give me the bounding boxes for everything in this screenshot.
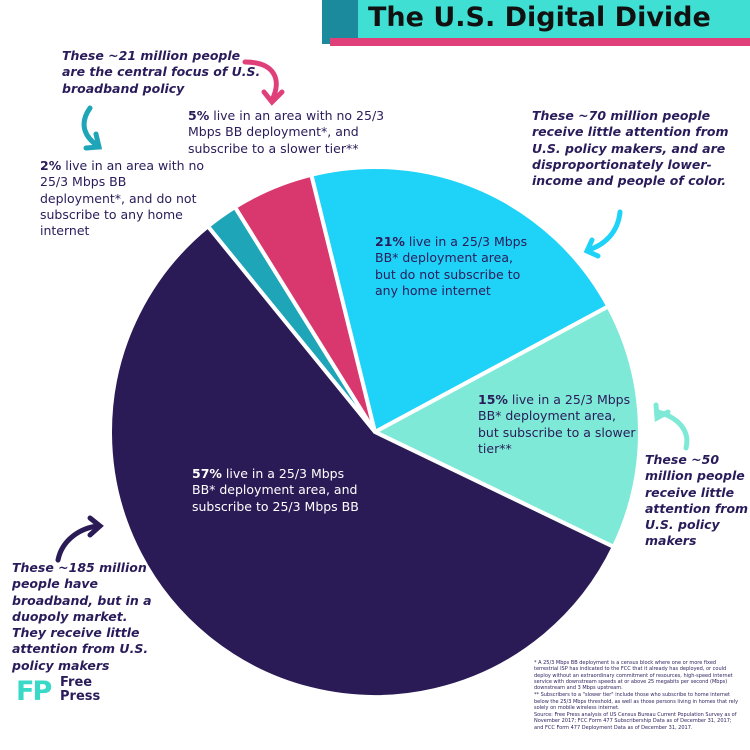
logo-line: Press bbox=[60, 689, 101, 705]
annotation: These ~21 million people are the central… bbox=[62, 48, 261, 96]
arrow-head bbox=[87, 515, 104, 538]
category-label: live in a 25/3 Mbps BB* deployment area,… bbox=[192, 466, 359, 514]
category-label: live in a 25/3 Mbps BB* deployment area,… bbox=[375, 234, 528, 298]
slice-label: 2% live in an area with no 25/3 Mbps BB … bbox=[40, 158, 212, 239]
category-label: live in an area with no 25/3 Mbps BB dep… bbox=[188, 108, 385, 156]
banner-accent bbox=[322, 0, 358, 44]
arrow bbox=[81, 105, 101, 149]
arrow bbox=[585, 209, 623, 253]
annotation: These ~70 million people receive little … bbox=[532, 108, 729, 188]
annotation: These ~185 million people have broadband… bbox=[12, 560, 152, 673]
category-label: live in an area with no 25/3 Mbps BB dep… bbox=[40, 158, 205, 238]
arrows bbox=[55, 59, 690, 563]
value-label: 57% bbox=[192, 466, 222, 481]
annotation: These ~50 million people receive little … bbox=[645, 452, 749, 549]
arrow-head bbox=[653, 402, 671, 423]
arrow-head bbox=[83, 131, 103, 151]
pie-slice bbox=[370, 303, 642, 550]
logo-mark: FP bbox=[16, 676, 52, 707]
arrow-head bbox=[583, 237, 601, 259]
pie-slice bbox=[308, 165, 612, 435]
banner-stripe bbox=[330, 38, 750, 46]
slice-label: 21% live in a 25/3 Mbps BB* deployment a… bbox=[375, 234, 535, 299]
slice-label: 5% live in an area with no 25/3 Mbps BB … bbox=[188, 108, 393, 157]
logo-name: Free Press bbox=[60, 675, 101, 705]
footnote: Source: Free Press analysis of US Census… bbox=[534, 712, 737, 731]
chart-title: The U.S. Digital Divide bbox=[368, 2, 711, 33]
title-banner bbox=[322, 0, 750, 46]
footnote: ** Subscribers to a "slower tier" includ… bbox=[534, 692, 739, 711]
value-label: 5% bbox=[188, 108, 210, 123]
arrow bbox=[55, 523, 101, 563]
value-label: 15% bbox=[478, 392, 508, 407]
banner-bg bbox=[358, 0, 750, 38]
footnote: * A 25/3 Mbps BB deployment is a census … bbox=[534, 660, 733, 691]
value-label: 2% bbox=[40, 158, 62, 173]
arrow-head bbox=[261, 89, 285, 106]
slice-label: 57% live in a 25/3 Mbps BB* deployment a… bbox=[192, 466, 362, 515]
pie bbox=[108, 165, 642, 699]
arrow bbox=[242, 59, 279, 103]
value-label: 21% bbox=[375, 234, 405, 249]
slice-label: 15% live in a 25/3 Mbps BB* deployment a… bbox=[478, 392, 638, 457]
footnotes: * A 25/3 Mbps BB deployment is a census … bbox=[534, 660, 740, 732]
pie-slice bbox=[108, 223, 617, 699]
logo-line: Free bbox=[60, 675, 93, 690]
category-label: live in a 25/3 Mbps BB* deployment area,… bbox=[478, 392, 636, 456]
